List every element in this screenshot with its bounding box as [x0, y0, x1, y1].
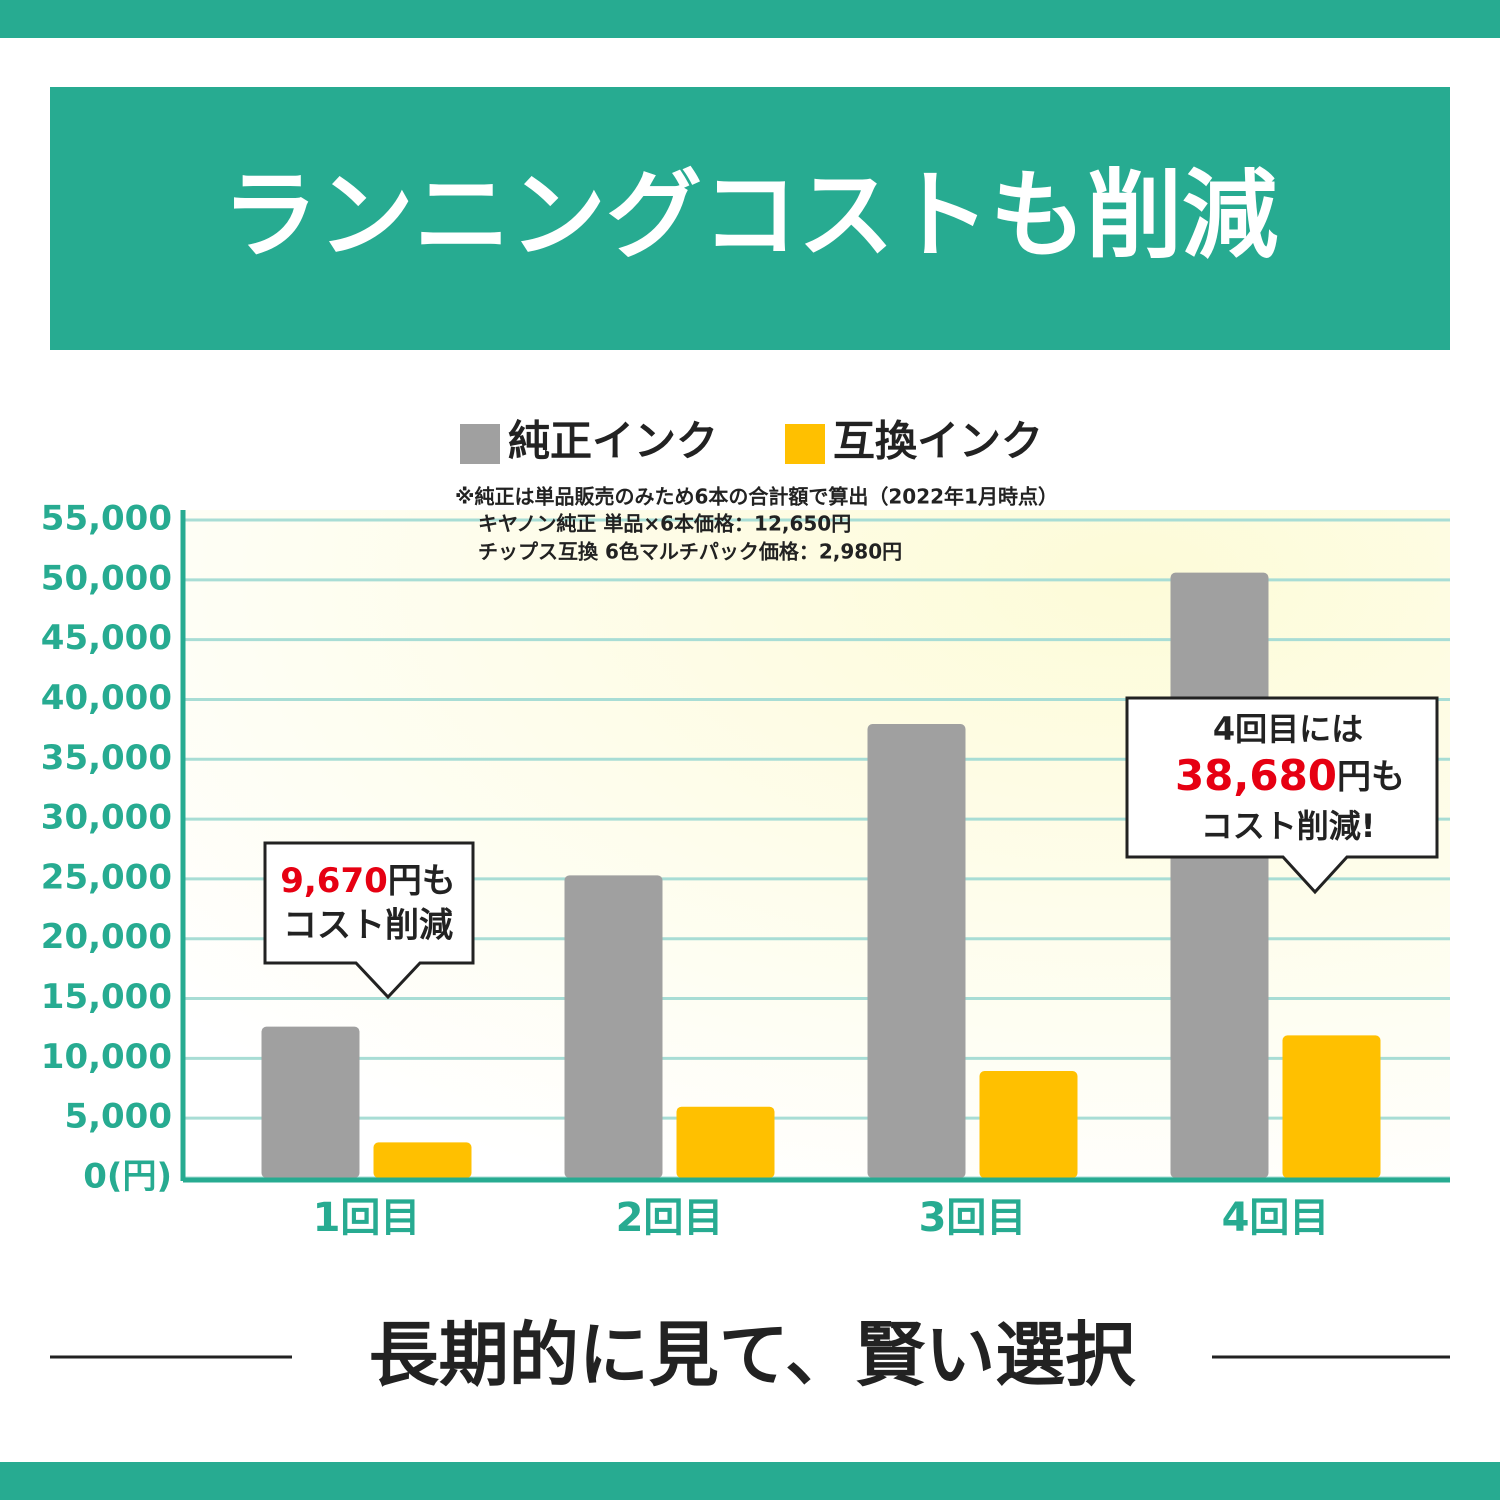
callout-text: 円も [388, 861, 456, 901]
bar [1170, 572, 1269, 1178]
callout-highlight: 9,670 [280, 861, 388, 901]
legend-swatch [460, 424, 500, 464]
x-tick-label: 4回目 [1222, 1195, 1330, 1241]
header-box [50, 87, 1450, 350]
footer-text: 長期的に見て、賢い選択 [369, 1314, 1136, 1396]
note: ※純正は単品販売のみため6本の合計額で算出（2022年1月時点） [455, 485, 1058, 509]
callout-text: 4回目には [1213, 710, 1363, 748]
y-tick-label: 5,000 [64, 1097, 172, 1137]
x-tick-label: 2回目 [616, 1195, 724, 1241]
bar [1282, 1035, 1381, 1178]
bar [373, 1142, 472, 1178]
callout-box [1125, 696, 1439, 895]
x-tick-label: 1回目 [313, 1195, 421, 1241]
callout-text: 9,670円も [280, 861, 456, 901]
callout: 9,670円も コスト削減 [263, 841, 475, 1000]
y-tick-label: 55,000 [41, 499, 172, 539]
callout-highlight: 38,680 [1175, 751, 1337, 800]
y-tick-label: 10,000 [41, 1037, 172, 1077]
callout-text: コスト削減 [283, 906, 453, 946]
y-tick-label: 45,000 [41, 618, 172, 658]
callout-text: コスト削減! [1201, 807, 1376, 845]
y-tick-label: 35,000 [41, 738, 172, 778]
chart-title: ランニングコストも削減 [222, 159, 1278, 271]
bar [564, 875, 663, 1178]
callout: 4回目には 38,680円も コスト削減! [1125, 696, 1439, 895]
note: キヤノン純正 単品×6本価格：12,650円 [478, 512, 851, 536]
y-tick-label: 20,000 [41, 917, 172, 957]
callout-text: 円も [1337, 757, 1405, 797]
legend-swatch [785, 424, 825, 464]
note: チップス互換 6色マルチパック価格：2,980円 [478, 540, 902, 564]
legend-label: 純正インク [508, 417, 718, 466]
bar [261, 1026, 360, 1178]
bar [979, 1071, 1078, 1178]
top-band [0, 0, 1500, 38]
y-tick-label: 40,000 [41, 678, 172, 718]
y-tick-label: 0(円) [83, 1157, 172, 1197]
bar [867, 723, 966, 1178]
bottom-band [0, 1462, 1500, 1500]
bar [676, 1106, 775, 1178]
callout-box [263, 841, 475, 1000]
x-tick-label: 3回目 [919, 1195, 1027, 1241]
y-tick-label: 15,000 [41, 977, 172, 1017]
legend-label: 互換インク [833, 417, 1043, 466]
y-tick-label: 25,000 [41, 857, 172, 897]
callout-text: 38,680円も [1175, 751, 1405, 800]
y-tick-label: 50,000 [41, 558, 172, 598]
y-tick-label: 30,000 [41, 798, 172, 838]
